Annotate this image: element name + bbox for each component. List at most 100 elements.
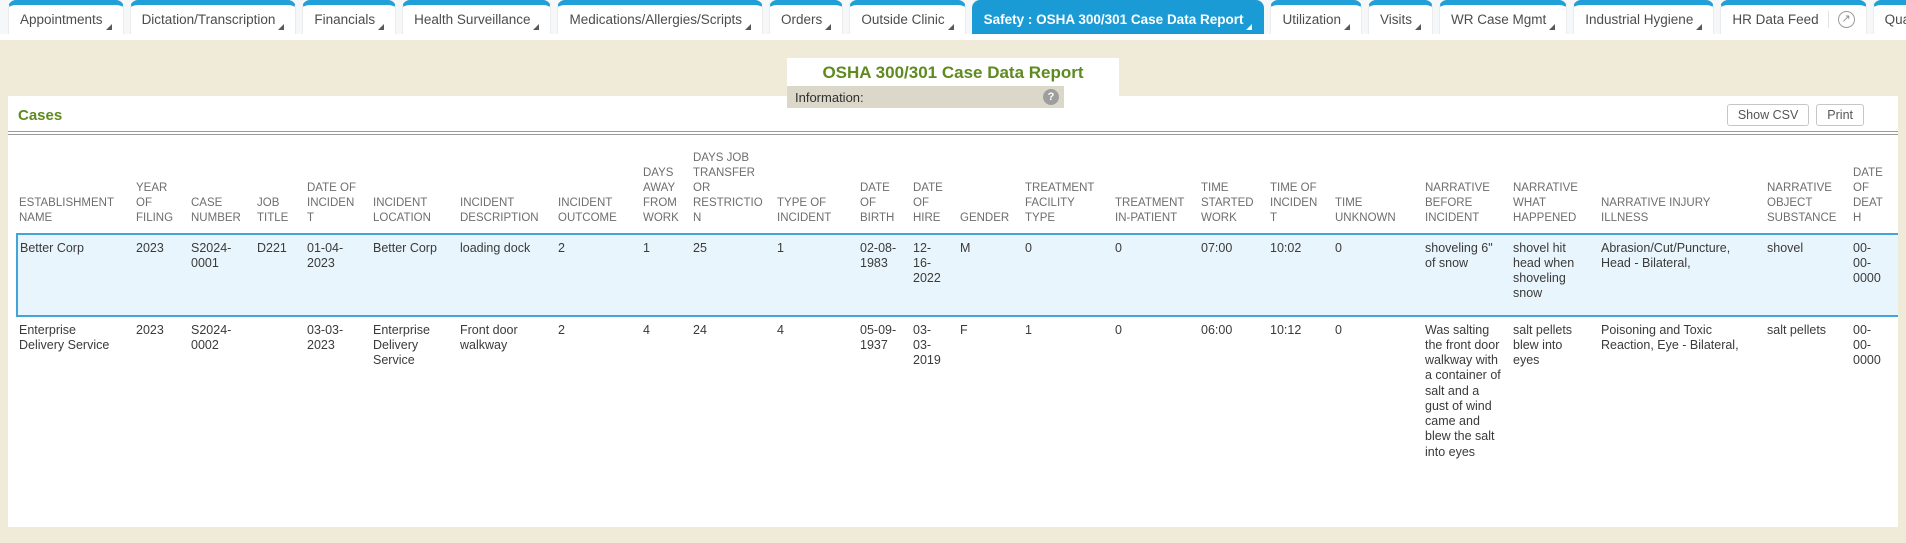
table-cell: 10:12 xyxy=(1268,316,1333,527)
tab-label: Outside Clinic xyxy=(861,12,944,27)
caret-icon xyxy=(825,24,831,30)
column-header: NARRATIVE INJURY ILLNESS xyxy=(1599,135,1765,234)
column-header: NARRATIVE WHAT HAPPENED xyxy=(1511,135,1599,234)
tab-utilization[interactable]: Utilization xyxy=(1270,0,1362,34)
tab-financials[interactable]: Financials xyxy=(302,0,396,34)
caret-icon xyxy=(1415,24,1421,30)
tab-industrial-hygiene[interactable]: Industrial Hygiene xyxy=(1573,0,1714,34)
tab-label: Industrial Hygiene xyxy=(1585,12,1693,27)
caret-icon xyxy=(106,24,112,30)
cases-panel: Cases Show CSV Print ESTABLISHMENT NAMEY… xyxy=(8,96,1898,527)
tab-appointments[interactable]: Appointments xyxy=(8,0,124,34)
table-cell: 03-03-2023 xyxy=(305,316,371,527)
caret-icon xyxy=(948,24,954,30)
table-cell: 00-00-0000 xyxy=(1851,234,1898,316)
main-tab-bar: Appointments Dictation/Transcription Finan… xyxy=(0,0,1906,40)
column-header: TIME STARTED WORK xyxy=(1199,135,1268,234)
table-cell: M xyxy=(958,234,1023,316)
column-header: TYPE OF INCIDENT xyxy=(775,135,858,234)
table-cell: S2024-0002 xyxy=(189,316,255,527)
tab-dictation-transcription[interactable]: Dictation/Transcription xyxy=(130,0,297,34)
caret-icon xyxy=(1246,24,1252,30)
report-header-box: OSHA 300/301 Case Data Report Informatio… xyxy=(787,58,1119,108)
tab-orders[interactable]: Orders xyxy=(769,0,843,34)
table-cell: 03-03-2019 xyxy=(911,316,958,527)
tab-label: Appointments xyxy=(20,12,103,27)
column-header: DATE OF INCIDENT xyxy=(305,135,371,234)
column-header: GENDER xyxy=(958,135,1023,234)
external-arrow-glyph: ↗ xyxy=(1838,11,1855,28)
table-row[interactable]: Better Corp2023S2024-0001D22101-04-2023B… xyxy=(17,234,1898,316)
tab-quality-of-care[interactable]: Quality of Care xyxy=(1873,0,1906,34)
table-cell: 01-04-2023 xyxy=(305,234,371,316)
table-cell: D221 xyxy=(255,234,305,316)
table-cell: F xyxy=(958,316,1023,527)
information-bar: Information: ? xyxy=(787,86,1119,108)
column-header: NARRATIVE OBJECT SUBSTANCE xyxy=(1765,135,1851,234)
table-cell: Enterprise Delivery Service xyxy=(17,316,134,527)
information-label: Information: xyxy=(795,90,864,105)
column-header: INCIDENT LOCATION xyxy=(371,135,458,234)
table-cell: 07:00 xyxy=(1199,234,1268,316)
tab-wr-case-mgmt[interactable]: WR Case Mgmt xyxy=(1439,0,1567,34)
tab-label: Visits xyxy=(1380,12,1412,27)
page-title: OSHA 300/301 Case Data Report xyxy=(787,58,1119,86)
table-cell: loading dock xyxy=(458,234,556,316)
tab-medications-allergies-scripts[interactable]: Medications/Allergies/Scripts xyxy=(557,0,763,34)
tab-health-surveillance[interactable]: Health Surveillance xyxy=(402,0,551,34)
information-value-field xyxy=(1064,86,1119,108)
cases-heading: Cases xyxy=(18,107,62,124)
table-cell: shovel xyxy=(1765,234,1851,316)
tab-label: Dictation/Transcription xyxy=(142,12,276,27)
table-cell: 10:02 xyxy=(1268,234,1333,316)
tab-label: Financials xyxy=(314,12,375,27)
table-cell: 0 xyxy=(1113,234,1199,316)
caret-icon xyxy=(378,24,384,30)
table-cell: Front door walkway xyxy=(458,316,556,527)
column-header: DAYS JOB TRANSFER OR RESTRICTION xyxy=(691,135,775,234)
table-cell: 1 xyxy=(641,234,691,316)
column-header: TREATMENT FACILITY TYPE xyxy=(1023,135,1113,234)
table-cell: Enterprise Delivery Service xyxy=(371,316,458,527)
column-header: CASE NUMBER xyxy=(189,135,255,234)
tab-hr-data-feed[interactable]: HR Data Feed↗ xyxy=(1720,0,1866,34)
caret-icon xyxy=(278,24,284,30)
table-row[interactable]: Enterprise Delivery Service2023S2024-000… xyxy=(17,316,1898,527)
column-header: NARRATIVE BEFORE INCIDENT xyxy=(1423,135,1511,234)
tab-safety-osha-300-301-case-data-report[interactable]: Safety : OSHA 300/301 Case Data Report xyxy=(972,0,1265,34)
tab-label: Health Surveillance xyxy=(414,12,530,27)
show-csv-button[interactable]: Show CSV xyxy=(1727,104,1809,126)
cases-table: ESTABLISHMENT NAMEYEAR OF FILINGCASE NUM… xyxy=(16,135,1898,527)
column-header: DATE OF BIRTH xyxy=(858,135,911,234)
tab-outside-clinic[interactable]: Outside Clinic xyxy=(849,0,965,34)
caret-icon xyxy=(745,24,751,30)
table-cell: Better Corp xyxy=(17,234,134,316)
table-cell: 24 xyxy=(691,316,775,527)
column-header: TREATMENT IN-PATIENT xyxy=(1113,135,1199,234)
table-cell: 06:00 xyxy=(1199,316,1268,527)
tab-label: Quality of Care xyxy=(1885,12,1906,27)
table-cell: salt pellets xyxy=(1765,316,1851,527)
help-icon[interactable]: ? xyxy=(1043,89,1059,105)
caret-icon xyxy=(1344,24,1350,30)
column-header: TIME UNKNOWN xyxy=(1333,135,1423,234)
table-cell: 2 xyxy=(556,316,641,527)
table-cell: 05-09-1937 xyxy=(858,316,911,527)
table-cell: 4 xyxy=(641,316,691,527)
table-cell: 2 xyxy=(556,234,641,316)
column-header: TIME OF INCIDENT xyxy=(1268,135,1333,234)
table-cell: Abrasion/Cut/Puncture, Head - Bilateral, xyxy=(1599,234,1765,316)
print-button[interactable]: Print xyxy=(1816,104,1864,126)
table-cell: 12-16-2022 xyxy=(911,234,958,316)
caret-icon xyxy=(533,24,539,30)
external-link-icon[interactable]: ↗ xyxy=(1828,11,1855,28)
table-cell: 0 xyxy=(1333,316,1423,527)
tab-visits[interactable]: Visits xyxy=(1368,0,1433,34)
tab-label: Orders xyxy=(781,12,822,27)
column-header: DAYS AWAY FROM WORK xyxy=(641,135,691,234)
table-cell: Was salting the front door walkway with … xyxy=(1423,316,1511,527)
table-cell: 25 xyxy=(691,234,775,316)
table-cell: 4 xyxy=(775,316,858,527)
tab-label: WR Case Mgmt xyxy=(1451,12,1546,27)
table-cell: 2023 xyxy=(134,234,189,316)
